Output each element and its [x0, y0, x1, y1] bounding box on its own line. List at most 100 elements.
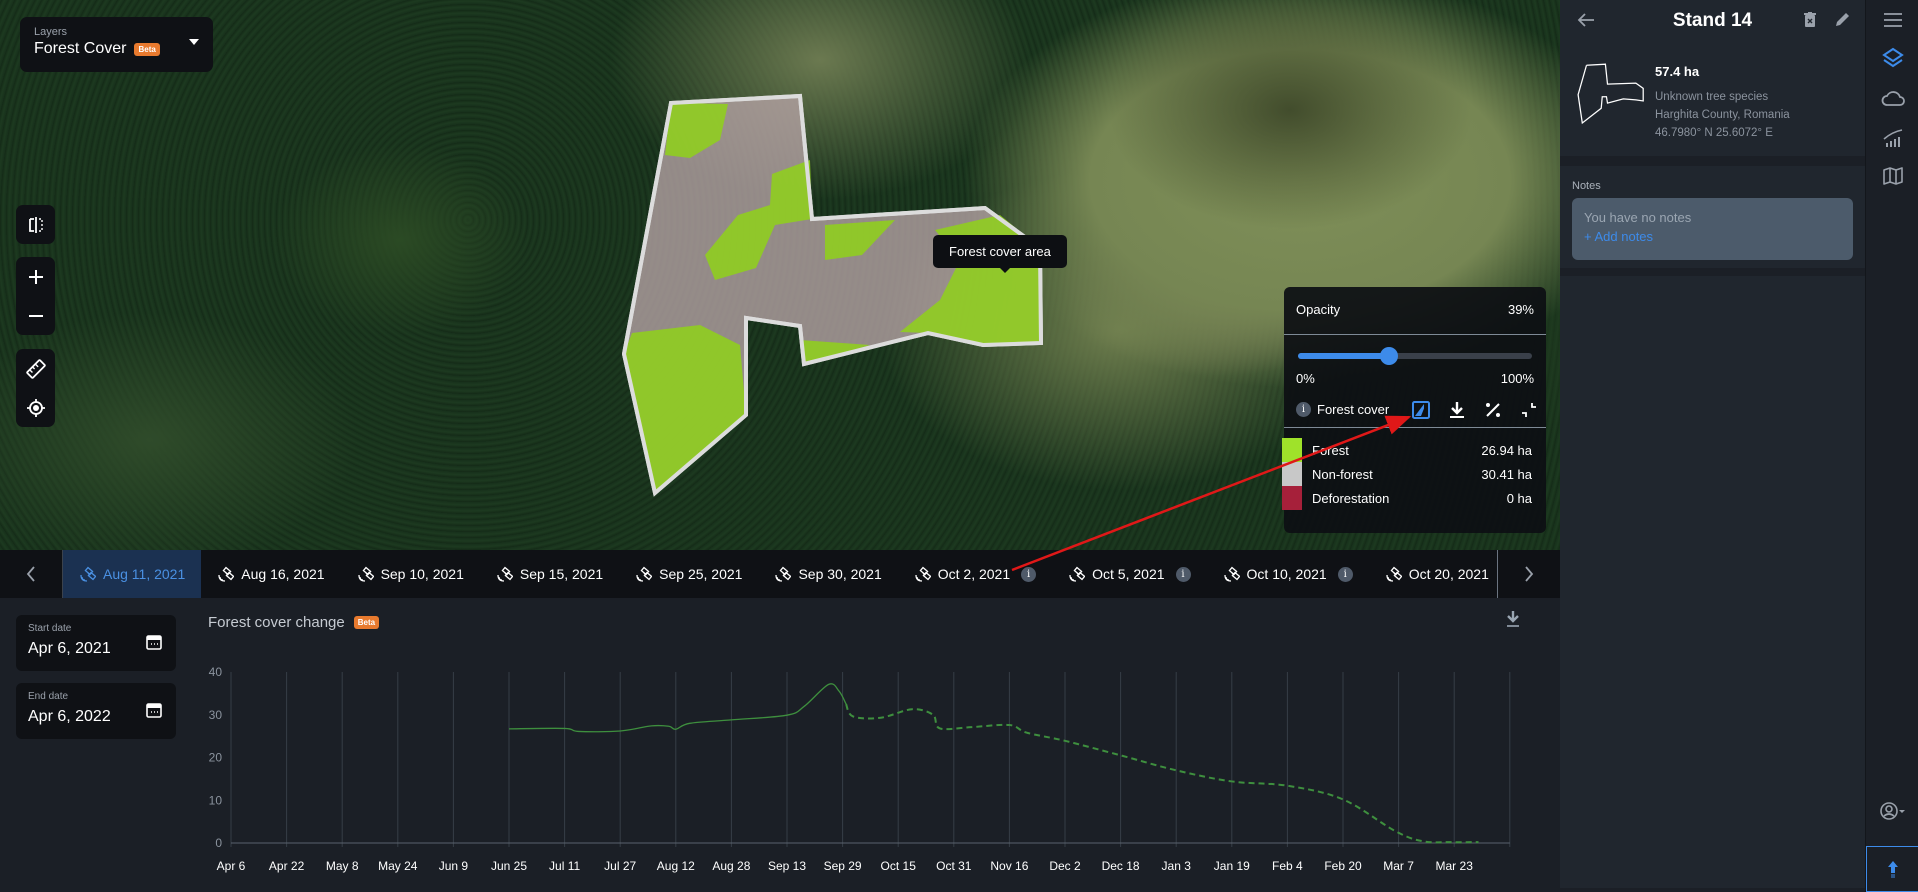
compare-icon [28, 216, 43, 233]
layer-name: Forest cover [1317, 402, 1390, 417]
y-tick-label: 10 [209, 793, 223, 807]
x-tick-label: Sep 29 [824, 859, 862, 873]
timeline-item-date: Sep 10, 2021 [380, 566, 464, 582]
opacity-max-label: 100% [1500, 371, 1534, 386]
zoom-in-icon [28, 269, 43, 284]
info-icon[interactable]: i [1021, 566, 1037, 582]
map-tooltip: Forest cover area [933, 235, 1067, 273]
legend-swatch-deforestation [1282, 486, 1302, 510]
collapse-panel-button[interactable] [1520, 401, 1538, 419]
timeline-item-date: Sep 30, 2021 [798, 566, 882, 582]
stand-species: Unknown tree species [1655, 91, 1769, 103]
timeline-item[interactable]: Oct 5, 2021 i [1052, 550, 1206, 598]
menu-button[interactable] [1866, 2, 1918, 38]
y-tick-label: 30 [209, 708, 223, 722]
timeline-item[interactable]: Aug 11, 2021 [63, 550, 202, 598]
layers-icon [1881, 47, 1904, 68]
timeline-item[interactable]: Sep 30, 2021 [758, 550, 897, 598]
legend-value: 0 ha [1506, 490, 1532, 506]
start-date-field[interactable]: Start date Apr 6, 2021 [16, 615, 176, 671]
timeline-item[interactable]: Oct 2, 2021 i [898, 550, 1052, 598]
stand-title: Stand 14 [1672, 10, 1753, 31]
legend-name: Non-forest [1312, 466, 1373, 482]
timeline-next-button[interactable] [1497, 550, 1560, 598]
chevron-down-icon [189, 39, 199, 45]
zoom-out-button[interactable] [16, 296, 55, 335]
upload-button[interactable] [1866, 846, 1918, 892]
beta-badge: Beta [353, 616, 380, 629]
opacity-min-label: 0% [1296, 371, 1315, 386]
delete-stand-button[interactable] [1804, 12, 1816, 33]
info-icon[interactable]: i [1337, 566, 1353, 582]
notes-empty-text: You have no notes [1584, 210, 1692, 225]
chart-download-button[interactable] [1505, 610, 1521, 633]
layer-style-button[interactable] [1412, 400, 1430, 419]
compare-tool-group [16, 205, 55, 244]
stand-area: 57.4 ha [1655, 64, 1700, 79]
percent-toggle-button[interactable] [1484, 401, 1502, 419]
satellite-icon [775, 566, 792, 582]
x-tick-label: May 24 [378, 859, 418, 873]
compare-button[interactable] [16, 205, 55, 244]
calendar-icon [146, 703, 162, 718]
x-tick-label: Jan 19 [1214, 859, 1250, 873]
start-date-value: Apr 6, 2021 [28, 640, 111, 657]
legend-row-deforestation: Deforestation 0 ha [1282, 486, 1546, 510]
download-layer-button[interactable] [1448, 401, 1466, 419]
signal-chart-icon [1882, 129, 1902, 147]
stand-coordinates: 46.7980° N 25.6072° E [1655, 127, 1773, 139]
account-button[interactable] [1866, 793, 1918, 829]
layer-select[interactable]: Layers Forest Cover Beta [20, 17, 213, 72]
x-tick-label: Feb 20 [1324, 859, 1362, 873]
notes-box: You have no notes + Add notes [1572, 198, 1853, 260]
opacity-slider-handle[interactable] [1380, 347, 1399, 365]
analytics-button[interactable] [1866, 120, 1918, 156]
satellite-icon [218, 566, 235, 582]
forest-cover-chart: Apr 6 Apr 22 May 8 May 24 Jun 9 Jun 25 Jul 11 J… [209, 665, 1511, 873]
end-date-label: End date [28, 691, 69, 702]
chevron-left-icon [26, 566, 35, 582]
zoom-in-button[interactable] [16, 257, 55, 296]
timeline-item[interactable]: Sep 10, 2021 [341, 550, 480, 598]
timeline-item[interactable]: Aug 16, 2021 [201, 550, 340, 598]
legend-value: 26.94 ha [1481, 442, 1532, 458]
legend-name: Deforestation [1312, 490, 1390, 506]
stand-polygon[interactable] [0, 0, 1560, 550]
download-icon [1507, 611, 1519, 627]
layer-select-value: Forest Cover [34, 40, 127, 57]
satellite-map[interactable]: Layers Forest Cover Beta [0, 0, 1560, 550]
timeline-prev-button[interactable] [0, 550, 63, 598]
satellite-icon [1386, 566, 1402, 582]
legend-swatch-forest [1282, 438, 1302, 462]
ruler-icon [25, 358, 46, 379]
timeline-item[interactable]: Sep 15, 2021 [480, 550, 619, 598]
info-icon[interactable]: i [1296, 402, 1311, 417]
info-icon[interactable]: i [1175, 566, 1191, 582]
zoom-out-icon [28, 314, 43, 317]
download-icon [1450, 401, 1464, 418]
opacity-slider[interactable] [1298, 347, 1532, 365]
measure-tool-group [16, 349, 55, 427]
end-date-field[interactable]: End date Apr 6, 2022 [16, 683, 176, 739]
map-button[interactable] [1866, 158, 1918, 194]
satellite-icon [915, 566, 931, 582]
timeline-item[interactable]: Sep 25, 2021 [619, 550, 758, 598]
edit-stand-button[interactable] [1834, 11, 1851, 33]
locate-button[interactable] [16, 388, 55, 427]
locate-icon [26, 398, 45, 417]
opacity-value: 39% [1507, 302, 1534, 317]
layers-button[interactable] [1866, 40, 1918, 76]
timeline-items: Aug 11, 2021 Aug 16, 2021 Sep 10, 2021 Sep … [63, 550, 1496, 598]
x-tick-label: Sep 13 [768, 859, 806, 873]
panel-empty-area [1560, 276, 1865, 888]
timeline-item-date: Oct 20, 2021 [1408, 566, 1489, 582]
timeline-item[interactable]: Oct 10, 2021 i [1207, 550, 1369, 598]
x-tick-label: Mar 23 [1436, 859, 1474, 873]
ruler-button[interactable] [16, 349, 55, 388]
x-tick-label: Apr 6 [217, 859, 246, 873]
weather-button[interactable] [1866, 80, 1918, 116]
add-notes-link[interactable]: + Add notes [1584, 229, 1654, 244]
back-button[interactable] [1577, 11, 1595, 34]
